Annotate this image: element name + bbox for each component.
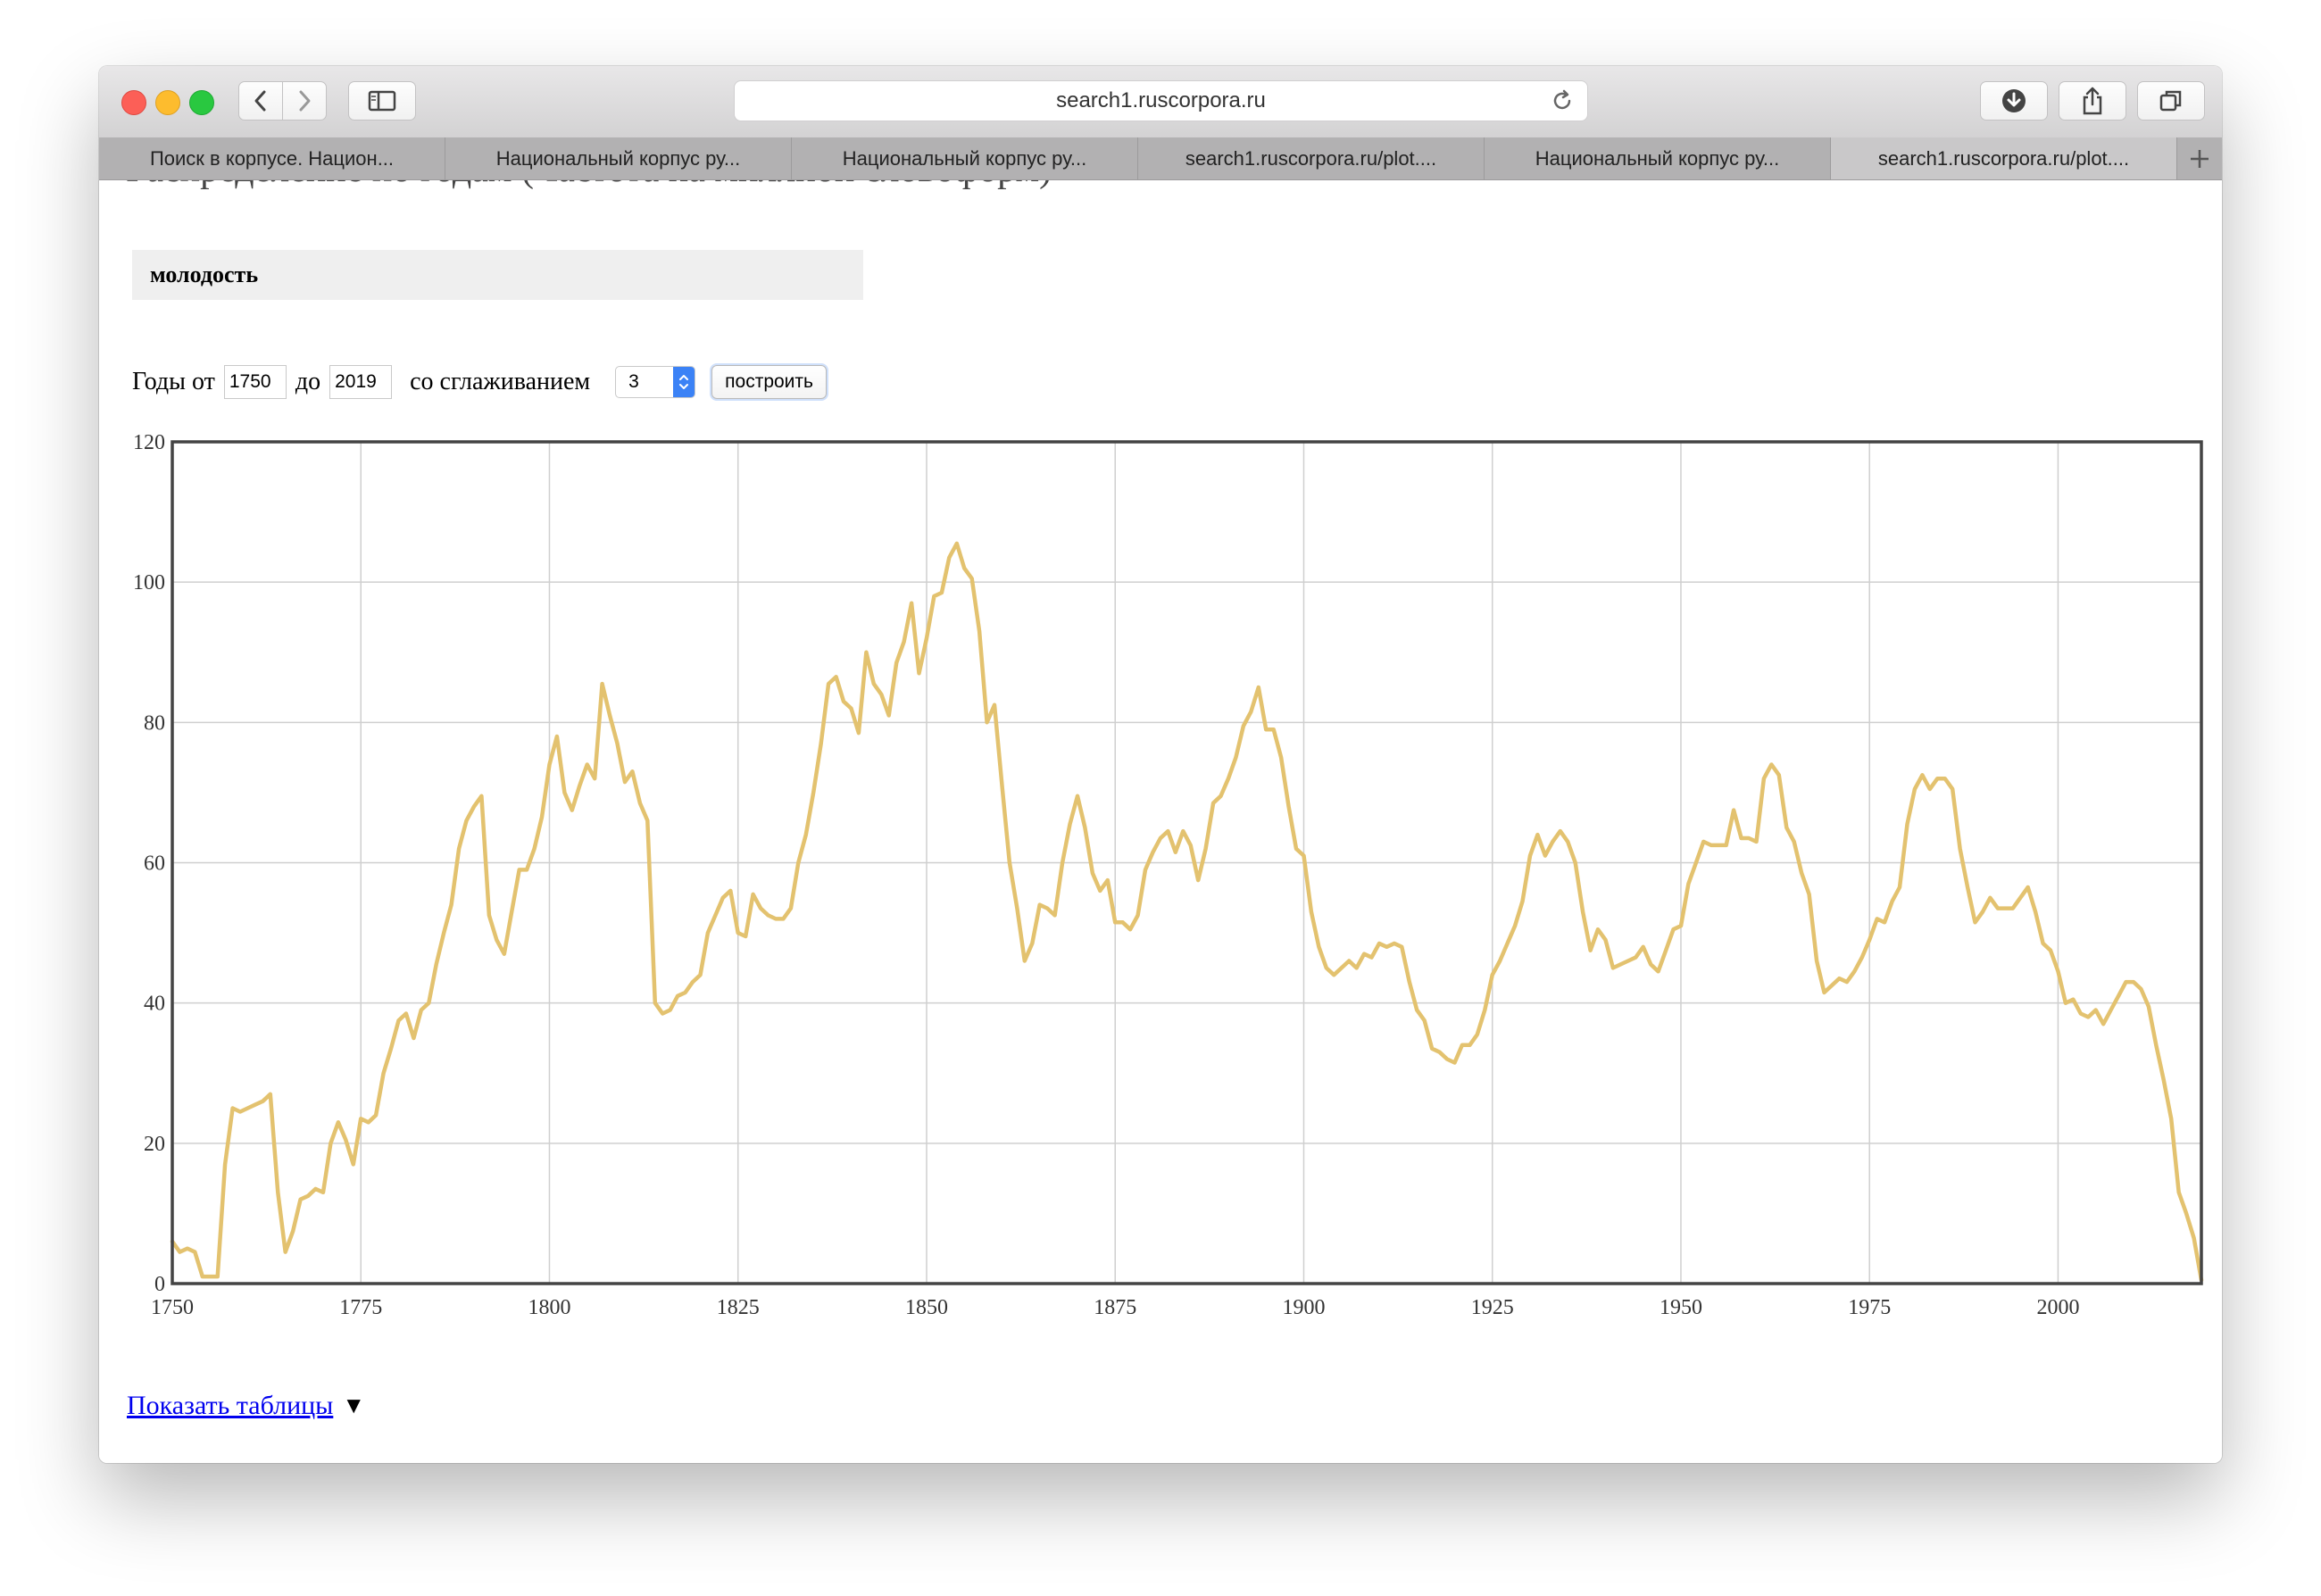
maximize-window-button[interactable]	[189, 90, 214, 115]
smoothing-value: 3	[628, 371, 639, 392]
close-window-button[interactable]	[121, 90, 146, 115]
tabs-overview-icon	[2159, 90, 2182, 112]
forward-icon	[299, 90, 311, 112]
tabs-overview-button[interactable]	[2137, 81, 2205, 121]
forward-button[interactable]	[282, 81, 327, 121]
minimize-window-button[interactable]	[155, 90, 180, 115]
sidebar-button[interactable]	[348, 81, 416, 121]
select-arrows-icon	[673, 367, 695, 397]
downloads-button[interactable]	[1980, 81, 2048, 121]
x-tick-label: 1850	[905, 1296, 948, 1319]
y-tick-label: 20	[144, 1133, 165, 1156]
plot-frame	[171, 440, 2203, 1285]
query-text: молодость	[150, 262, 259, 287]
x-tick-label: 1925	[1471, 1296, 1514, 1319]
y-tick-label: 100	[133, 571, 165, 594]
frequency-chart: 1750 1775 1800 1825 1850 1875 1900 1925 1950 1975…	[133, 431, 2204, 1319]
back-icon	[254, 90, 266, 112]
query-box: молодость	[132, 250, 863, 300]
x-tick-label: 1950	[1660, 1296, 1702, 1319]
page-heading: Распределение по годам (Частота на милли…	[126, 180, 1052, 191]
tab-4[interactable]: search1.ruscorpora.ru/plot....	[1138, 137, 1485, 179]
smoothing-label: со сглаживанием	[410, 368, 591, 395]
x-tick-label: 1900	[1282, 1296, 1325, 1319]
reload-icon	[1553, 89, 1571, 110]
x-tick-label: 1800	[528, 1296, 570, 1319]
tab-6-active[interactable]: search1.ruscorpora.ru/plot....	[1831, 137, 2177, 179]
years-from-label: Годы от	[132, 368, 215, 395]
x-tick-label: 1975	[1848, 1296, 1891, 1319]
smoothing-select[interactable]: 3	[615, 366, 696, 398]
x-tick-label: 1875	[1094, 1296, 1136, 1319]
x-tick-label: 1775	[339, 1296, 382, 1319]
sidebar-icon	[368, 90, 396, 112]
x-tick-label: 1750	[151, 1296, 194, 1319]
year-to-input[interactable]: 2019	[329, 365, 393, 399]
tab-label: search1.ruscorpora.ru/plot....	[1877, 146, 2130, 170]
x-tick-label: 2000	[2036, 1296, 2079, 1319]
tab-label: Национальный корпус ру...	[1535, 146, 1780, 170]
show-tables: Показать таблицы ▼	[127, 1391, 365, 1421]
tab-5[interactable]: Национальный корпус ру...	[1485, 137, 1831, 179]
y-tick-label: 0	[154, 1273, 165, 1296]
download-icon	[2002, 89, 2026, 112]
tab-label: Национальный корпус ру...	[495, 146, 741, 170]
plot-controls: Годы от 1750 до 2019 со сглаживанием 3 п…	[132, 365, 827, 399]
tab-label: search1.ruscorpora.ru/plot....	[1185, 146, 1437, 170]
back-button[interactable]	[238, 81, 283, 121]
series-line	[170, 541, 2204, 1283]
new-tab-button[interactable]	[2177, 137, 2222, 179]
browser-window: search1.ruscorpora.ru Поиск в корпусе. Н…	[99, 66, 2222, 1463]
y-tick-label: 60	[144, 852, 165, 876]
tab-2[interactable]: Национальный корпус ру...	[445, 137, 792, 179]
tab-label: Поиск в корпусе. Национ...	[149, 146, 395, 170]
show-tables-arrow[interactable]: ▼	[342, 1392, 366, 1418]
address-text: search1.ruscorpora.ru	[1056, 88, 1266, 112]
y-tick-label: 120	[133, 431, 165, 454]
x-tick-label: 1825	[717, 1296, 760, 1319]
browser-toolbar: search1.ruscorpora.ru	[99, 66, 2222, 138]
tab-1[interactable]: Поиск в корпусе. Национ...	[99, 137, 445, 179]
reload-button[interactable]	[1550, 88, 1575, 120]
show-tables-link[interactable]: Показать таблицы	[127, 1391, 334, 1420]
y-tick-label: 40	[144, 993, 165, 1016]
build-button[interactable]: построить	[711, 365, 827, 399]
tab-bar: Поиск в корпусе. Национ... Национальный …	[99, 137, 2222, 180]
year-from-input[interactable]: 1750	[223, 365, 287, 399]
tab-3[interactable]: Национальный корпус ру...	[792, 137, 1138, 179]
address-bar[interactable]: search1.ruscorpora.ru	[734, 80, 1588, 121]
to-label: до	[295, 368, 321, 395]
y-tick-label: 80	[144, 711, 165, 735]
tab-label: Национальный корпус ру...	[842, 146, 1087, 170]
share-button[interactable]	[2059, 81, 2126, 121]
page-content: Распределение по годам (Частота на милли…	[99, 180, 2222, 1463]
new-tab-icon	[2191, 149, 2209, 168]
share-icon	[2083, 87, 2102, 115]
